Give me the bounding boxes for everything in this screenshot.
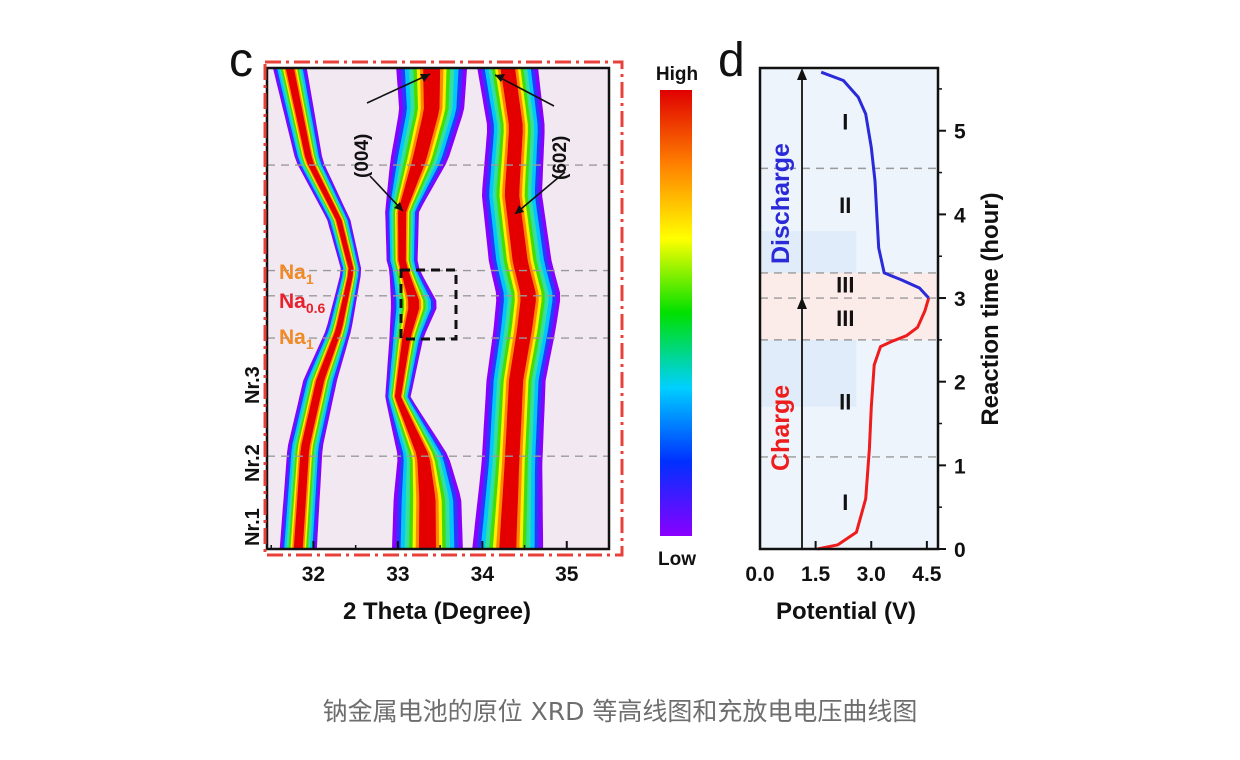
series-line-discharge [820,70,930,300]
annotation-004-arrowhead-bottom [394,202,403,211]
xrd-figure: c 32 33 34 35 2 Theta (Degree) (004) (602) … [229,34,1004,625]
potential-x-tick-label: 0.0 [745,563,774,586]
potential-x-tick-label: 3.0 [857,563,886,586]
peak-band-602-7 [499,68,536,549]
phase-label-na06: Na0.6 [279,290,326,316]
annotation-004-arrowhead-top [420,74,430,82]
stage-mark: I [842,490,848,515]
heatmap-layers [272,68,561,549]
potential-frame [758,66,940,551]
peak-band-004-7 [394,68,441,549]
stage-band [760,339,857,407]
panel-c-label: c [229,34,253,87]
figure-caption: 钠金属电池的原位 XRD 等高线图和充放电电压曲线图 [322,697,918,726]
potential-ticks: 0.0 1.5 3.0 4.5 0 1 2 3 4 5 [745,88,966,586]
annotation-602-text: (602) [550,136,571,180]
stage-band [760,231,857,273]
potential-x-tick-label: 4.5 [912,563,942,586]
potential-dashed-lines [760,167,938,458]
stage-mark: II [839,193,851,218]
peak-band-left-6 [284,68,355,549]
annotation-004: (004) [352,73,431,212]
peak-band-left-2 [277,68,359,549]
heatmap-x-label: 2 Theta (Degree) [343,598,531,625]
annotation-004-text: (004) [352,134,373,178]
series-label-charge: Charge [767,385,795,471]
panel-d-label: d [718,34,745,87]
heatmap-x-ticks: 32 33 34 35 [270,541,610,586]
potential-y-tick-label: 5 [954,121,966,144]
phase-label-na1-top: Na1 [279,261,314,287]
series-line-charge [817,297,931,551]
time-arrowhead-mid [797,297,807,309]
stage-mark: III [836,306,854,331]
annotation-004-arrow-top [366,73,431,104]
row-label-nr2: Nr.2 [242,444,264,482]
stage-mark: I [842,109,848,134]
colorbar-low-label: Low [658,549,696,570]
time-arrowhead-top [797,68,807,80]
heatmap-frame [265,66,611,551]
potential-y-label: Reaction time (hour) [977,192,1004,425]
potential-stage-shading [760,68,938,549]
x-tick-label: 32 [302,563,325,586]
stage-mark: II [839,390,851,415]
potential-y-tick-label: 3 [954,288,966,311]
selection-box [399,268,458,341]
annotation-602: (602) [494,74,571,215]
potential-x-label: Potential (V) [776,598,916,625]
peak-band-left-3 [279,68,358,549]
x-tick-label: 35 [555,563,579,586]
potential-series [817,70,931,551]
stage-mark: III [836,272,854,297]
phase-label-na1-bottom: Na1 [279,326,314,352]
row-label-nr1: Nr.1 [242,508,264,546]
annotation-602-arrowhead-top [495,74,505,82]
potential-y-tick-label: 2 [954,372,966,395]
colorbar [660,90,692,536]
potential-y-tick-label: 4 [954,204,966,227]
potential-x-tick-label: 1.5 [801,563,831,586]
potential-y-tick-label: 0 [954,539,966,562]
potential-y-tick-label: 1 [954,455,966,478]
row-label-nr3: Nr.3 [242,366,264,404]
annotation-602-arrow-bottom [514,171,566,215]
series-label-discharge: Discharge [767,143,795,264]
annotation-602-arrow-top [494,74,555,107]
red-dashdot-border [263,60,624,557]
x-tick-label: 34 [471,563,495,586]
x-tick-label: 33 [386,563,409,586]
colorbar-high-label: High [656,64,698,85]
annotation-602-arrowhead-bottom [515,205,524,214]
